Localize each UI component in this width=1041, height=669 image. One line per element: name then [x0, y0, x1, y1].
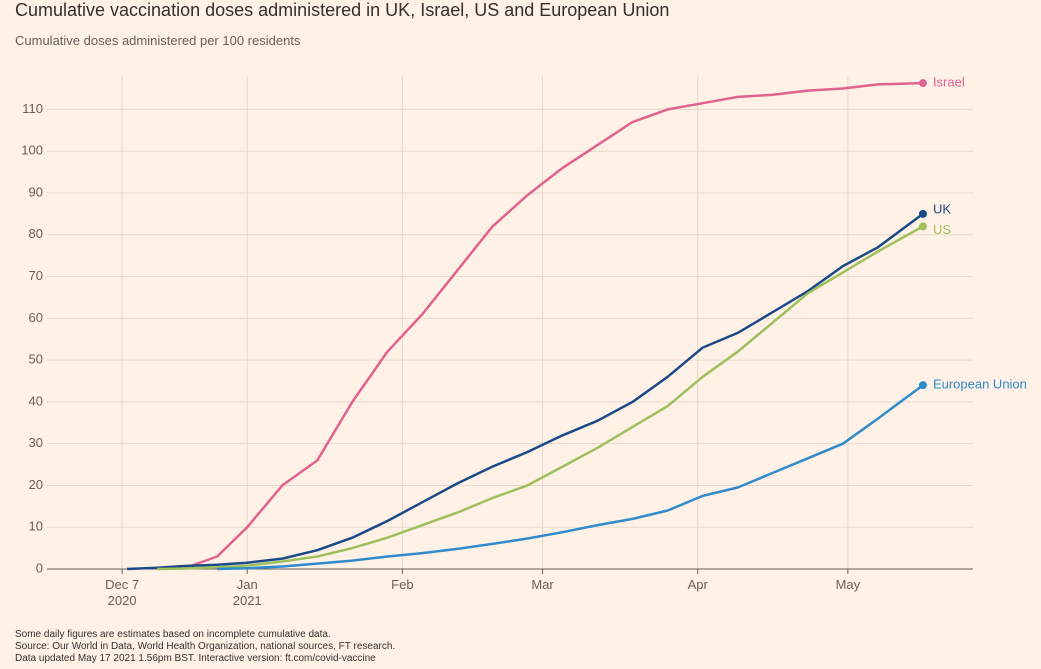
y-tick-label: 60 [29, 310, 43, 325]
notes: Some daily figures are estimates based o… [15, 629, 395, 665]
y-tick-label: 100 [21, 143, 43, 158]
y-tick-label: 0 [36, 560, 43, 575]
end-point [918, 381, 927, 390]
x-tick-label: Feb [391, 577, 414, 592]
series-label: European Union [933, 377, 1027, 392]
series-line [127, 212, 924, 571]
y-tick-label: 40 [29, 393, 43, 408]
y-tick-label: 80 [29, 226, 43, 241]
y-tick-label: 50 [29, 352, 43, 367]
chart-title: Cumulative vaccination doses administere… [15, 0, 670, 20]
y-tick-label: 20 [29, 477, 43, 492]
y-tick-label: 110 [22, 101, 43, 116]
x-tick-label: Apr [687, 577, 708, 592]
note: Some daily figures are estimates based o… [15, 629, 331, 640]
series-label: Israel [933, 75, 965, 90]
series-line [217, 384, 924, 571]
series-label: UK [933, 201, 951, 216]
series-line [157, 225, 924, 571]
x-tick-label: Jan 2021 [232, 577, 262, 608]
end-point [918, 222, 927, 231]
y-tick-label: 30 [29, 435, 43, 450]
y-tick-label: 90 [29, 184, 43, 199]
x-tick-label: May [835, 577, 861, 592]
end-point [918, 209, 927, 218]
note: Data updated May 17 2021 1.56pm BST. Int… [15, 653, 376, 664]
x-tick-label: Mar [531, 577, 554, 592]
series-label: US [933, 222, 951, 237]
series-line [181, 81, 923, 571]
end-point [918, 79, 927, 88]
y-tick-label: 10 [29, 519, 43, 534]
y-tick-label: 70 [29, 268, 43, 283]
note: Source: Our World in Data, World Health … [15, 641, 396, 652]
x-tick-label: Dec 7 2020 [105, 577, 140, 608]
chart-subtitle: Cumulative doses administered per 100 re… [15, 33, 301, 48]
